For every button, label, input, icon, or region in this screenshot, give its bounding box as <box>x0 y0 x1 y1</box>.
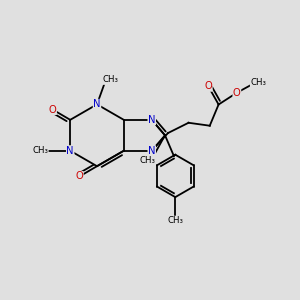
Text: CH₃: CH₃ <box>250 78 266 87</box>
Text: O: O <box>233 88 241 98</box>
Text: CH₃: CH₃ <box>103 75 118 84</box>
Text: O: O <box>49 104 56 115</box>
Text: N: N <box>148 115 155 125</box>
Text: O: O <box>204 81 212 91</box>
Text: CH₃: CH₃ <box>32 146 48 155</box>
Text: CH₃: CH₃ <box>139 155 155 164</box>
Text: O: O <box>76 172 83 182</box>
Text: N: N <box>148 146 155 156</box>
Text: N: N <box>93 99 101 110</box>
Text: CH₃: CH₃ <box>167 216 183 225</box>
Text: N: N <box>67 146 74 156</box>
